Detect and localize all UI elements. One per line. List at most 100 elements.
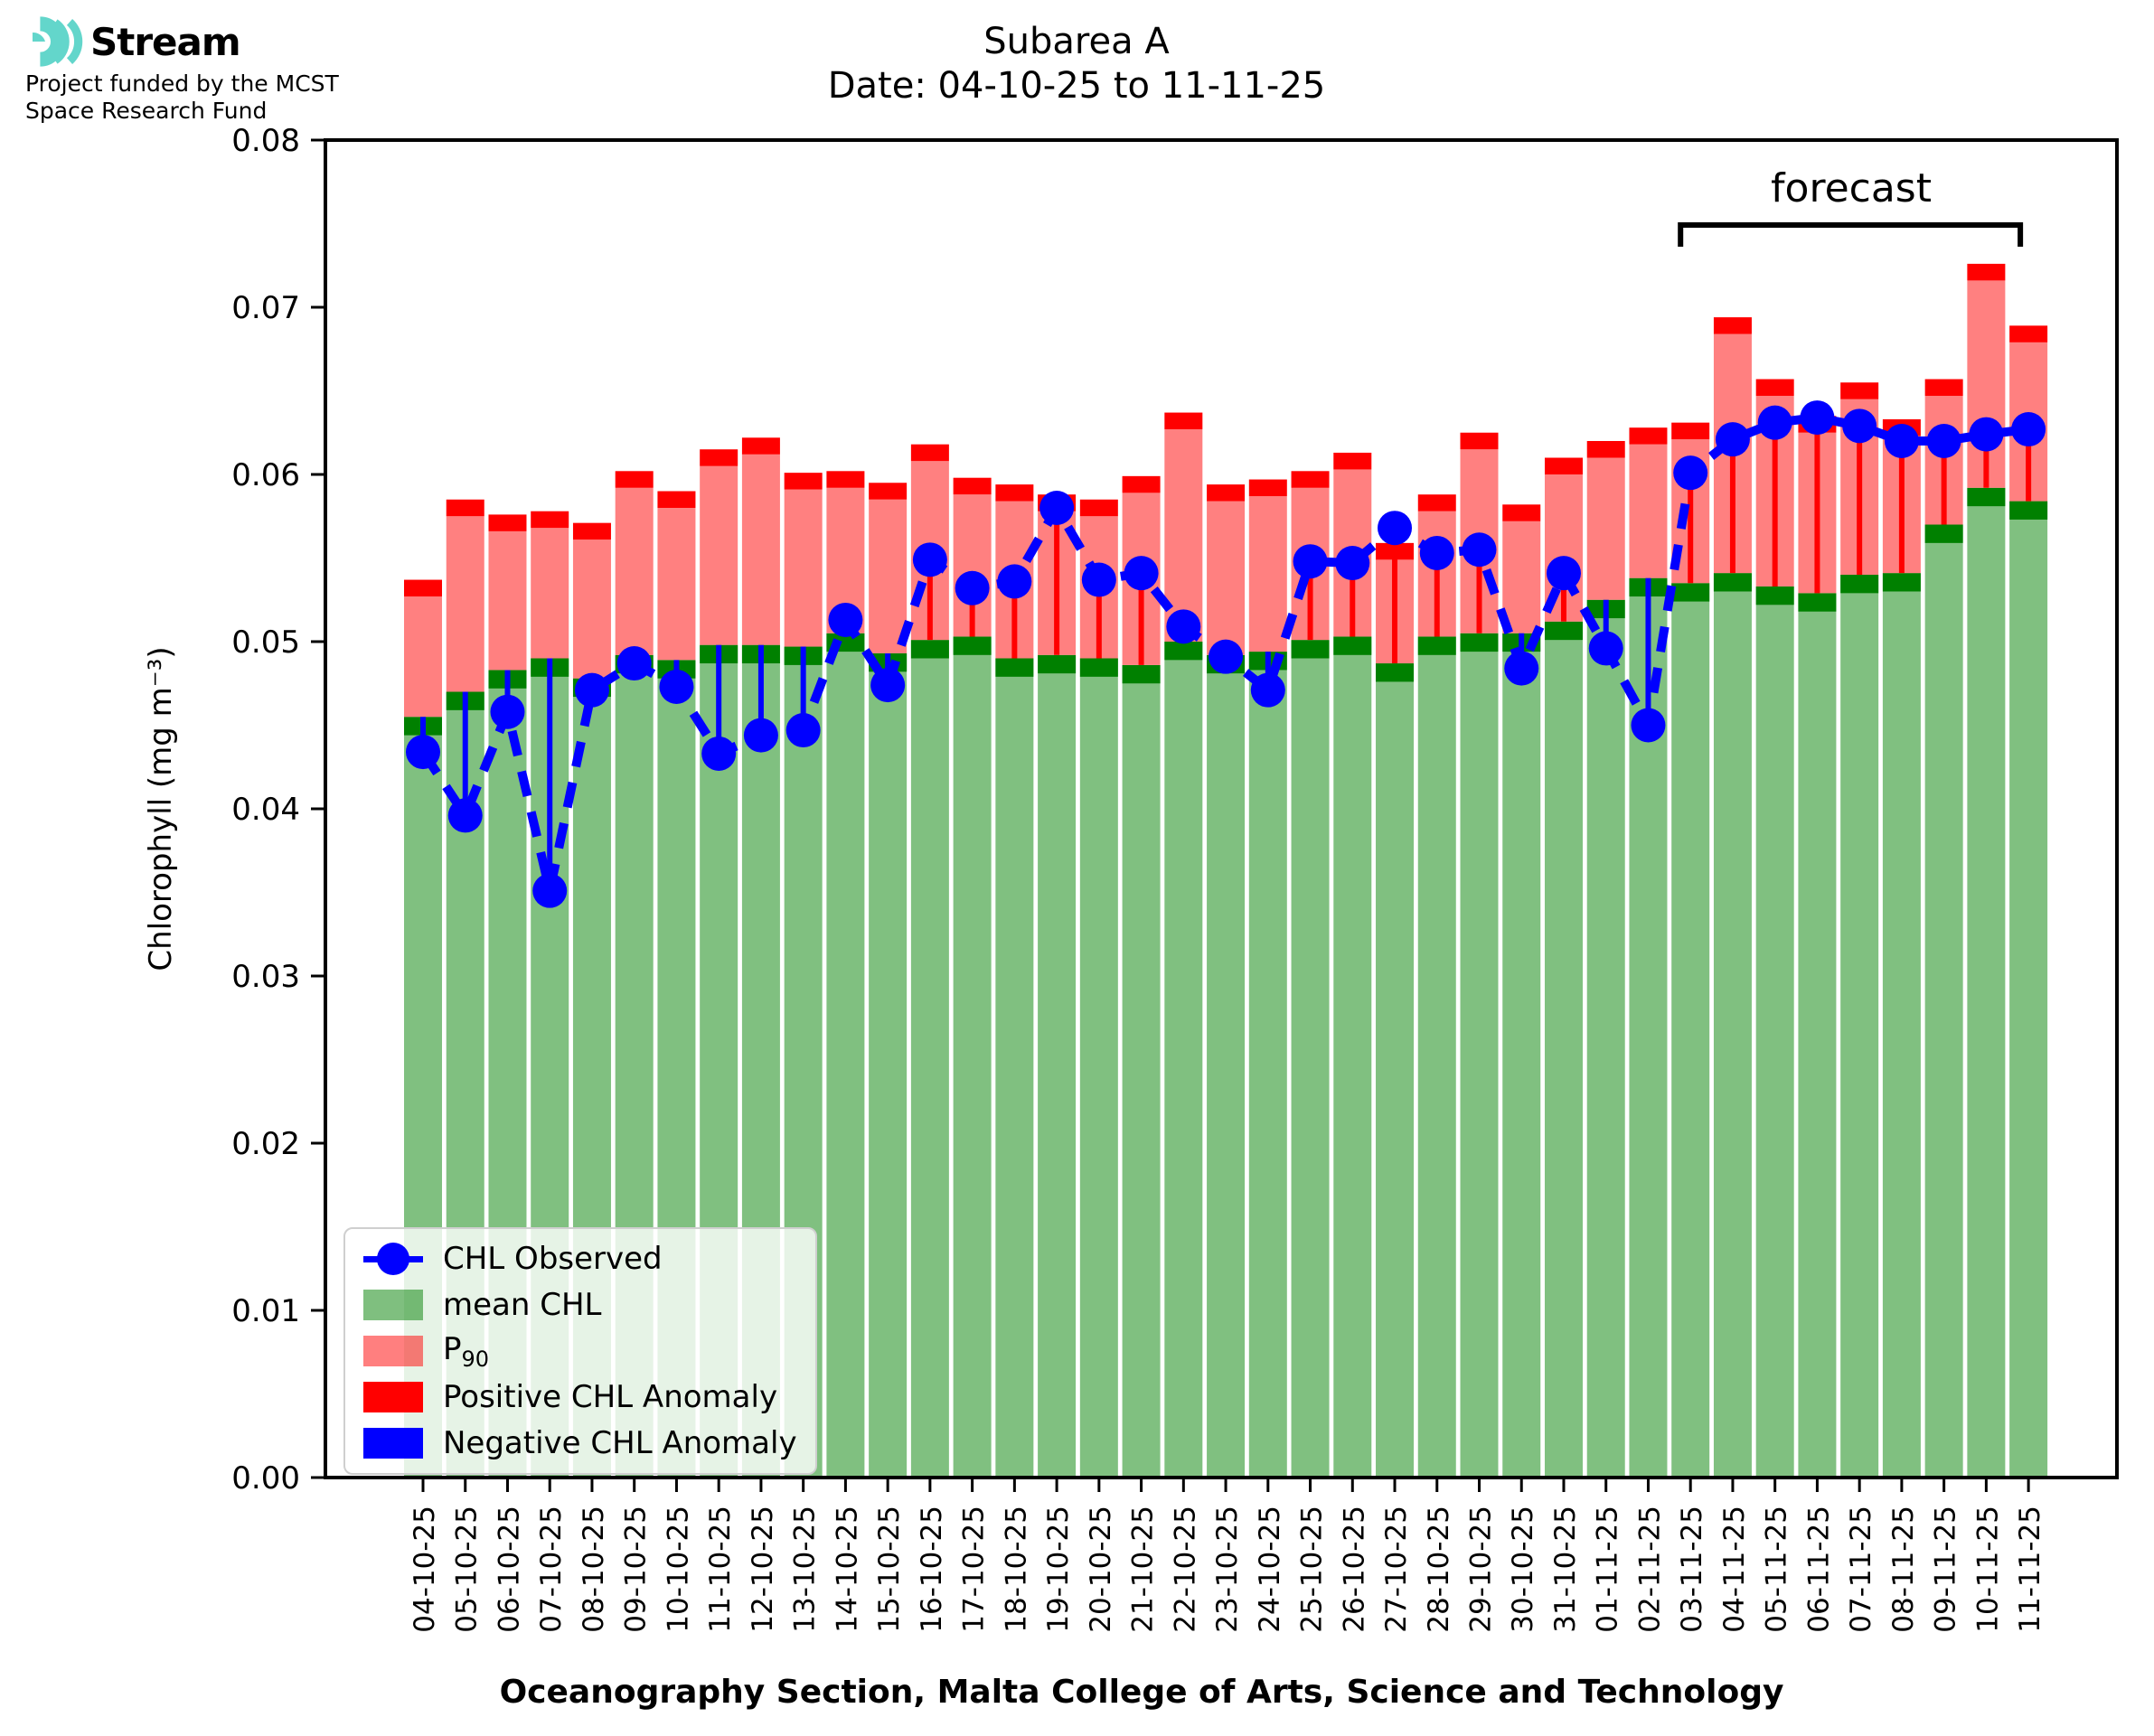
mean-chl-cap <box>1122 664 1161 684</box>
x-tick-label: 16-10-25 <box>916 1506 948 1633</box>
mean-chl-bar <box>953 636 992 1478</box>
observed-dot-11-10-25 <box>701 736 737 771</box>
mean-chl-bar <box>826 633 865 1478</box>
bar-group-06-11-25 <box>1798 416 1837 1478</box>
p90-bar <box>657 508 696 661</box>
mean-chl-cap <box>1967 487 2006 507</box>
mean-chl-bar <box>869 652 908 1478</box>
mean-chl-bar <box>1798 593 1837 1478</box>
mean-chl-bar <box>1248 652 1287 1478</box>
x-tick-label: 07-11-25 <box>1845 1506 1877 1633</box>
mean-chl-bar <box>1417 636 1456 1478</box>
observed-dot-17-10-25 <box>955 570 990 605</box>
x-tick-label: 03-11-25 <box>1676 1506 1708 1633</box>
legend-label: mean CHL <box>443 1287 602 1324</box>
mean-chl-bar <box>1333 636 1372 1478</box>
x-tick-label: 22-10-25 <box>1169 1506 1201 1633</box>
p90-cap <box>615 471 654 488</box>
p90-cap <box>910 444 949 462</box>
p90-cap <box>953 477 992 495</box>
p90-cap <box>446 499 484 517</box>
p90-cap <box>1586 441 1625 458</box>
legend-item-chl-observed: CHL Observed <box>363 1238 803 1280</box>
bar-group-27-10-25 <box>1376 542 1415 1478</box>
x-tick-label: 18-10-25 <box>1000 1506 1032 1633</box>
x-tick-label: 23-10-25 <box>1211 1506 1244 1633</box>
mean-chl-bar <box>1586 599 1625 1478</box>
p90-cap <box>1544 457 1583 474</box>
legend-item-negative-anomaly: Negative CHL Anomaly <box>363 1422 803 1464</box>
mean-chl-bar <box>1460 633 1499 1478</box>
mean-chl-bar <box>910 640 949 1478</box>
x-tick-label: 31-10-25 <box>1549 1506 1582 1633</box>
mean-chl-cap <box>1376 663 1415 682</box>
mean-chl-cap <box>910 640 949 659</box>
p90-cap <box>995 484 1034 502</box>
mean-chl-cap <box>1460 633 1499 652</box>
legend-item-positive-anomaly: Positive CHL Anomaly <box>363 1376 803 1418</box>
p90-cap <box>1502 504 1541 521</box>
mean-chl-cap <box>995 658 1034 677</box>
mean-chl-bar <box>995 658 1034 1478</box>
p90-cap <box>572 522 611 540</box>
p90-cap <box>1460 432 1499 450</box>
mean-chl-cap <box>1417 636 1456 655</box>
x-tick-label: 04-10-25 <box>409 1506 441 1633</box>
p90-bar <box>869 499 908 653</box>
x-tick-label: 24-10-25 <box>1254 1506 1286 1633</box>
p90-cap <box>1164 412 1203 430</box>
observed-dot-10-10-25 <box>659 669 694 704</box>
y-tick-label: 0.06 <box>231 457 300 493</box>
p90-cap <box>1248 479 1287 497</box>
x-tick-label: 13-10-25 <box>789 1506 822 1633</box>
y-tick-label: 0.03 <box>231 959 300 995</box>
x-axis: 04-10-25 05-10-25 06-10-25 07-10-25 08-10-25… <box>409 1478 2046 1633</box>
p90-cap <box>1840 382 1879 399</box>
legend-label: P90 <box>443 1330 490 1372</box>
observed-dot-07-10-25 <box>532 873 568 908</box>
legend-item-mean-chl: mean CHL <box>363 1284 803 1326</box>
mean-chl-bar <box>1882 573 1921 1478</box>
bar-group-15-10-25 <box>869 483 908 1478</box>
y-tick-label: 0.00 <box>231 1460 300 1497</box>
p90-cap <box>488 514 527 531</box>
p90-cap <box>2009 325 2048 343</box>
mean-chl-bar <box>2009 501 2048 1478</box>
p90-cap <box>826 471 865 488</box>
forecast-bracket <box>1678 222 2024 247</box>
mean-chl-cap <box>1079 658 1118 677</box>
observed-dot-01-11-25 <box>1588 631 1623 666</box>
observed-dot-04-10-25 <box>406 735 440 770</box>
observed-dot-19-10-25 <box>1039 491 1075 525</box>
bar-group-24-10-25 <box>1248 479 1287 1478</box>
observed-dot-06-11-25 <box>1800 400 1835 436</box>
p90-cap <box>1333 452 1372 470</box>
observed-dot-15-10-25 <box>870 668 906 703</box>
mean-chl-cap <box>1671 583 1710 602</box>
p90-bar <box>741 454 780 645</box>
x-tick-label: 30-10-25 <box>1507 1506 1539 1633</box>
bar-group-04-11-25 <box>1713 317 1752 1478</box>
observed-dot-25-10-25 <box>1293 544 1328 579</box>
observed-dot-24-10-25 <box>1250 672 1285 708</box>
mean-chl-bar <box>1924 524 1963 1478</box>
mean-chl-cap <box>1882 573 1921 592</box>
legend-item-p90: P90 <box>363 1330 803 1372</box>
mean-chl-cap <box>1038 654 1077 674</box>
observed-dot-30-10-25 <box>1504 651 1539 686</box>
p90-bar <box>1586 457 1625 600</box>
bar-group-01-11-25 <box>1586 441 1625 1478</box>
mean-chl-cap <box>1713 573 1752 592</box>
observed-dot-26-10-25 <box>1335 546 1370 581</box>
y-tick-label: 0.01 <box>231 1293 300 1329</box>
observed-dot-10-11-25 <box>1969 417 2004 452</box>
p90-bar <box>1248 496 1287 652</box>
mean-chl-bar <box>1671 583 1710 1478</box>
x-tick-label: 11-11-25 <box>2014 1506 2046 1633</box>
p90-cap <box>1629 427 1668 445</box>
observed-dot-28-10-25 <box>1419 535 1454 570</box>
bar-group-28-10-25 <box>1417 494 1456 1478</box>
x-tick-label: 15-10-25 <box>873 1506 906 1633</box>
y-tick-label: 0.04 <box>231 792 300 828</box>
